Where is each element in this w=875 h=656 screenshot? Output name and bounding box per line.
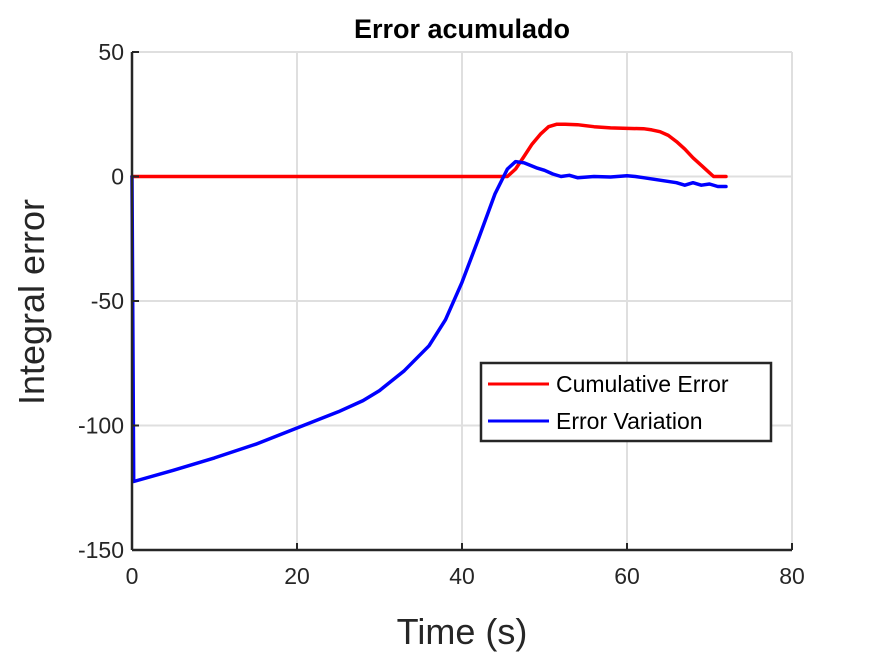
- legend-label-cumulative-error: Cumulative Error: [556, 371, 729, 397]
- x-tick-label: 60: [614, 563, 640, 589]
- chart-title: Error acumulado: [354, 14, 570, 44]
- y-tick-label: -150: [78, 537, 124, 563]
- legend-label-error-variation: Error Variation: [556, 408, 703, 434]
- y-tick-label: 50: [98, 39, 124, 65]
- y-tick-label: -100: [78, 413, 124, 439]
- series-line-error-variation: [130, 159, 728, 484]
- x-tick-label: 20: [284, 563, 310, 589]
- series-line-cumulative-error: [130, 122, 728, 179]
- x-axis-label: Time (s): [397, 611, 528, 652]
- y-axis-label: Integral error: [11, 199, 52, 405]
- x-tick-label: 80: [779, 563, 805, 589]
- x-tick-label: 40: [449, 563, 475, 589]
- y-tick-label: 0: [111, 164, 124, 190]
- legend-box: [479, 361, 773, 443]
- series-layer: [130, 122, 728, 484]
- axes: [130, 51, 793, 552]
- tick-labels: 0 20 40 60 80 -150 -100 -50 0 50: [78, 39, 805, 589]
- x-tick-label: 0: [126, 563, 139, 589]
- y-tick-label: -50: [91, 288, 124, 314]
- legend: Cumulative Error Error Variation: [479, 361, 773, 443]
